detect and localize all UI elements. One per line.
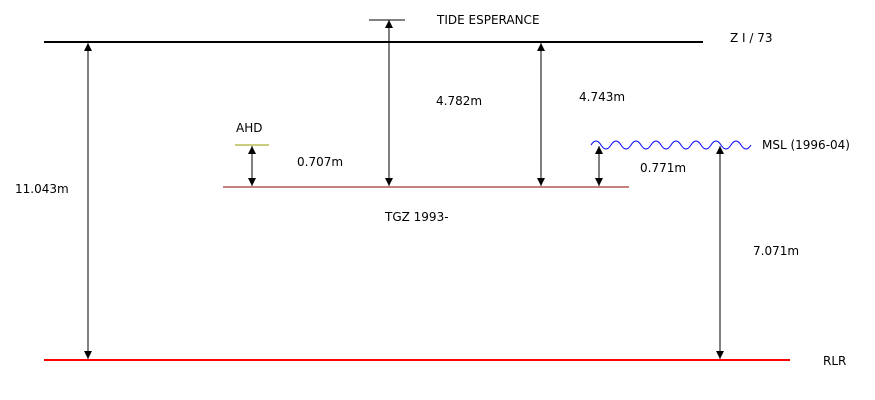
measurement-msl-to-rlr: 7.071m — [753, 244, 799, 258]
zi73-label: Z I / 73 — [730, 31, 773, 45]
measurement-zi-to-tgz-b: 4.743m — [579, 90, 625, 104]
measurement-zi-to-rlr: 11.043m — [15, 182, 69, 196]
tgz-label: TGZ 1993- — [384, 210, 449, 224]
measurement-zi-to-tgz-a: 4.782m — [436, 94, 482, 108]
measurement-ahd-to-tgz: 0.707m — [297, 155, 343, 169]
rlr-label: RLR — [823, 354, 846, 368]
ahd-label: AHD — [236, 121, 262, 135]
msl-label: MSL (1996-04) — [762, 138, 850, 152]
msl-wave-line — [590, 140, 752, 150]
diagram-title: TIDE ESPERANCE — [436, 13, 540, 27]
measurement-msl-to-tgz: 0.771m — [640, 161, 686, 175]
